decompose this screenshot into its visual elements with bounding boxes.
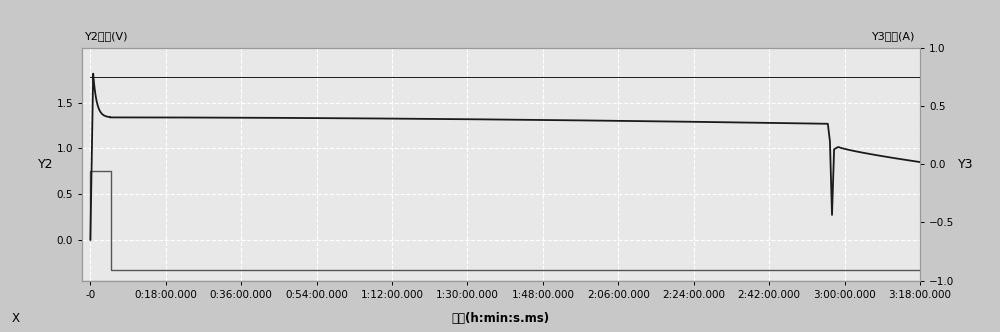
Text: Y3电流(A): Y3电流(A) [872, 32, 915, 42]
Y-axis label: Y3: Y3 [958, 158, 973, 171]
Text: 时间(h:min:s.ms): 时间(h:min:s.ms) [451, 312, 549, 325]
Text: Y2电压(V): Y2电压(V) [85, 32, 128, 42]
Y-axis label: Y2: Y2 [37, 158, 53, 171]
Text: X: X [12, 312, 20, 325]
